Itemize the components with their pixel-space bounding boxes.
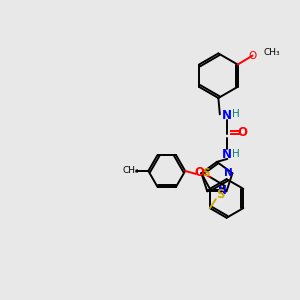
Text: CH₃: CH₃ xyxy=(264,48,280,57)
Text: S: S xyxy=(202,168,209,178)
Text: O: O xyxy=(194,166,205,179)
Text: CH₃: CH₃ xyxy=(122,167,139,176)
Text: N: N xyxy=(222,109,232,122)
Text: S: S xyxy=(216,188,224,201)
Text: H: H xyxy=(232,109,240,119)
Text: N: N xyxy=(218,187,226,196)
Text: H: H xyxy=(232,149,239,159)
Text: N: N xyxy=(222,148,232,161)
Text: O: O xyxy=(248,51,257,61)
Text: O: O xyxy=(238,126,248,139)
Text: N: N xyxy=(224,168,232,178)
